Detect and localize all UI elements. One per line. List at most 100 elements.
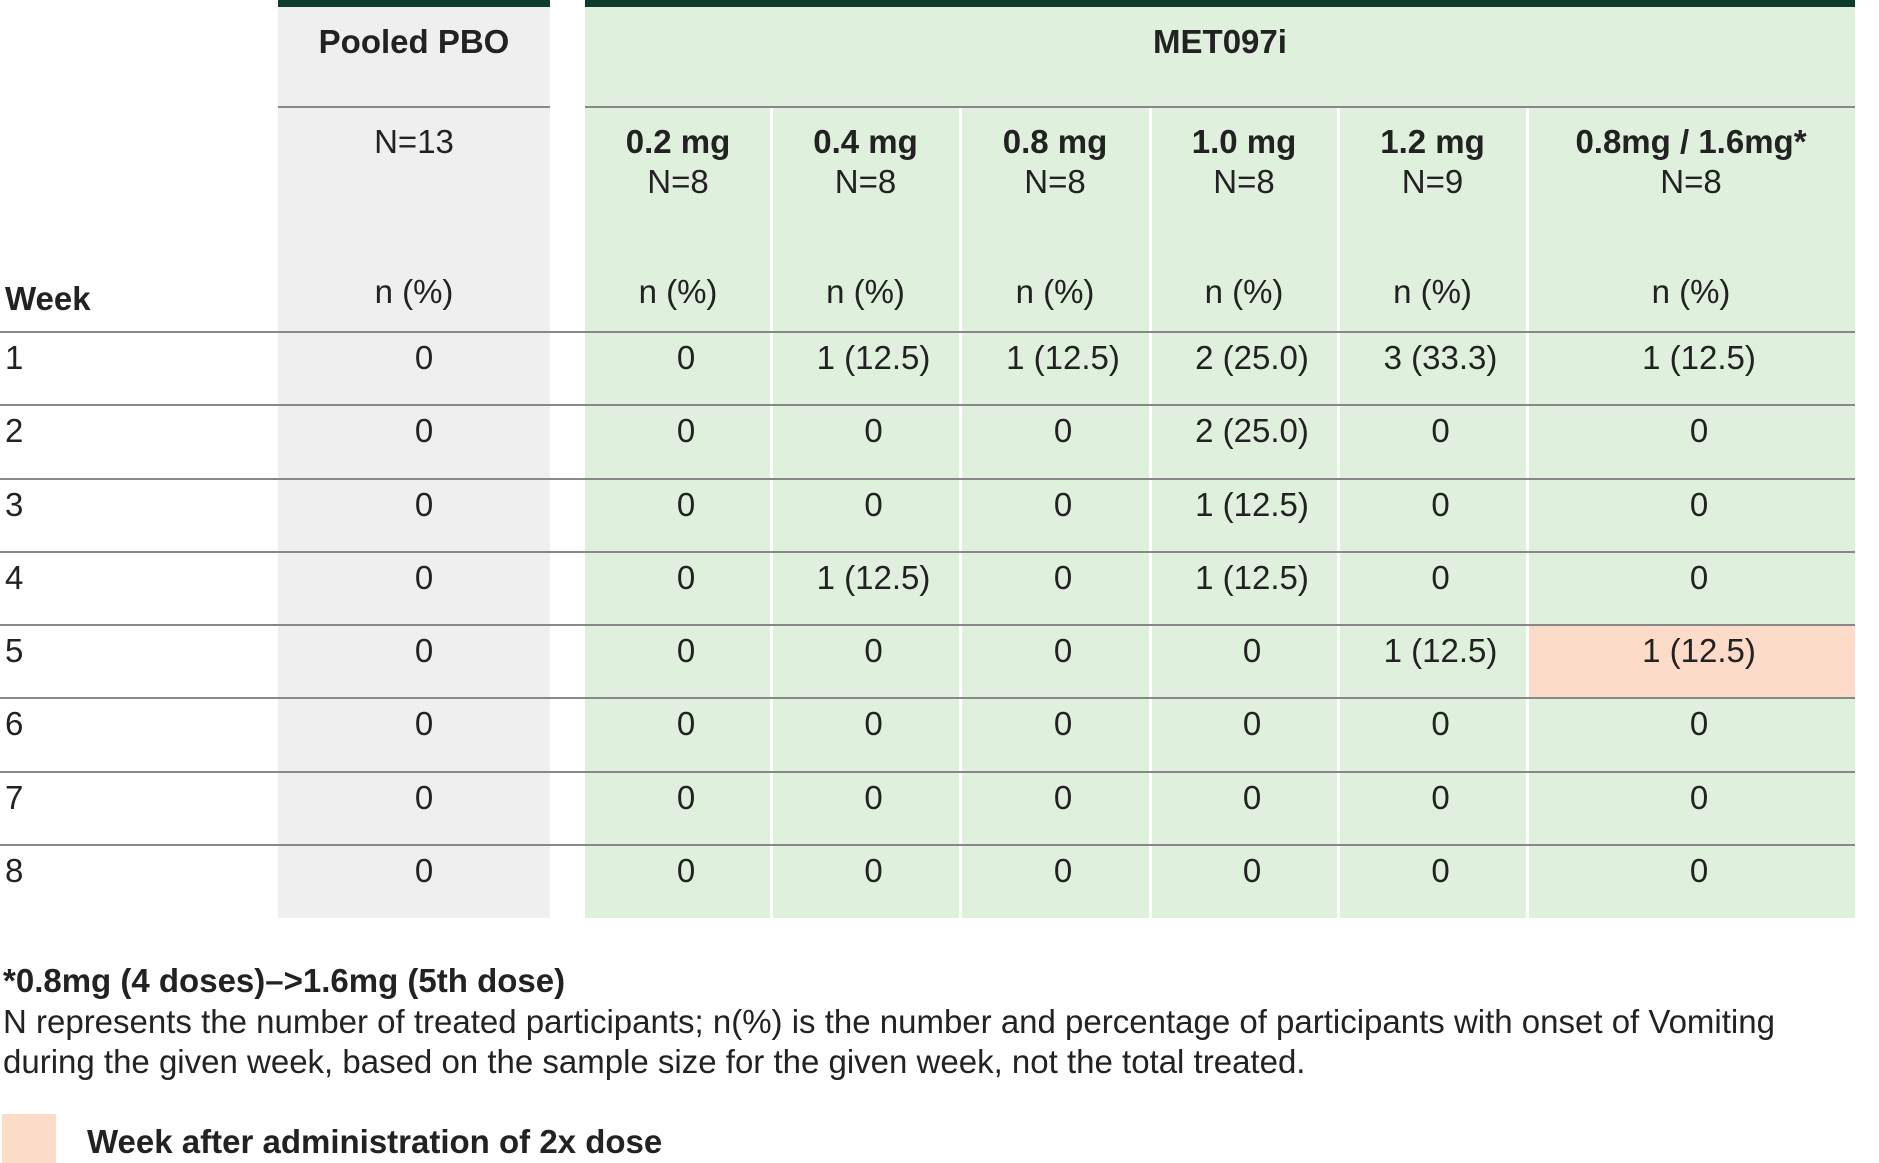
row-rule <box>0 331 1855 333</box>
row-rule <box>0 697 1855 699</box>
row-rule <box>0 404 1855 406</box>
row-rule <box>0 551 1855 553</box>
stat-label: n (%) <box>1651 273 1731 310</box>
week-label: 5 <box>5 632 24 669</box>
cell-value: 0 <box>676 632 696 669</box>
header-rule <box>585 106 1855 108</box>
pooled-top-bar <box>278 0 550 7</box>
stat-label: n (%) <box>1393 273 1472 310</box>
column-separator <box>1526 108 1529 918</box>
week-label: 3 <box>5 486 24 523</box>
cell-value: 0 <box>1431 486 1450 523</box>
week-label: 2 <box>5 412 24 449</box>
cell-value: 0 <box>864 705 883 742</box>
cell-value: 0 <box>1689 486 1709 523</box>
cell-value: 0 <box>414 632 434 669</box>
cell-value: 3 (33.3) <box>1383 339 1498 376</box>
cell-value: 0 <box>1242 779 1262 816</box>
cell-value: 0 <box>1053 632 1073 669</box>
cell-value: 0 <box>1242 705 1262 742</box>
cell-value: 2 (25.0) <box>1195 412 1309 449</box>
cell-value: 0 <box>414 486 434 523</box>
cell-value: 0 <box>676 339 696 376</box>
cell-value: 0 <box>414 559 434 596</box>
cell-value: 0 <box>864 632 883 669</box>
cell-value: 0 <box>1053 705 1073 742</box>
n-label: N=8 <box>834 163 897 200</box>
cell-value: 0 <box>1053 486 1073 523</box>
n-label: N=8 <box>1213 163 1275 200</box>
stat-label: n (%) <box>1015 273 1095 310</box>
header-rule <box>278 106 550 108</box>
cell-value: 0 <box>1689 779 1709 816</box>
row-rule <box>0 844 1855 846</box>
cell-value: 0 <box>864 412 883 449</box>
cell-value: 0 <box>676 412 696 449</box>
column-separator <box>1337 108 1340 918</box>
cell-value: 0 <box>1431 852 1450 889</box>
cell-value: 0 <box>676 705 696 742</box>
week-label: 4 <box>5 559 24 596</box>
cell-value: 0 <box>1689 852 1709 889</box>
row-rule <box>0 771 1855 773</box>
dose-label: 0.2 mg <box>625 123 731 160</box>
cell-value: 1 (12.5) <box>816 339 931 376</box>
cell-value: 0 <box>864 779 883 816</box>
row-rule <box>0 478 1855 480</box>
cell-value: 0 <box>1431 705 1450 742</box>
dose-label: 0.8 mg <box>1002 123 1108 160</box>
cell-value: 1 (12.5) <box>1006 339 1120 376</box>
legend-swatch <box>2 1114 56 1163</box>
stat-label: n (%) <box>1204 273 1284 310</box>
cell-value: 0 <box>676 559 696 596</box>
cell-value: 0 <box>1053 412 1073 449</box>
cell-value: 1 (12.5) <box>1383 632 1498 669</box>
cell-value: 0 <box>414 705 434 742</box>
pooled-bg <box>278 0 550 918</box>
met-top-bar <box>585 0 1855 7</box>
cell-value: 0 <box>414 339 434 376</box>
cell-value: 1 (12.5) <box>1642 339 1756 376</box>
cell-value: 2 (25.0) <box>1195 339 1309 376</box>
cell-value: 0 <box>1431 779 1450 816</box>
footnote-text: during the given week, based on the samp… <box>3 1043 1306 1080</box>
cell-value: 0 <box>1053 559 1073 596</box>
cell-value: 0 <box>1431 559 1450 596</box>
cell-value: 0 <box>414 779 434 816</box>
row-header: Week <box>5 280 91 317</box>
cell-value: 0 <box>1242 632 1262 669</box>
cell-value: 1 (12.5) <box>816 559 931 596</box>
cell-value: 1 (12.5) <box>1195 559 1309 596</box>
met-bg <box>585 0 1855 918</box>
footnote-title: *0.8mg (4 doses)–>1.6mg (5th dose) <box>3 962 566 999</box>
cell-value: 0 <box>1689 412 1709 449</box>
week-label: 7 <box>5 779 24 816</box>
footnote-text: N represents the number of treated parti… <box>3 1003 1775 1040</box>
group-header: Pooled PBO <box>318 23 510 60</box>
cell-value: 0 <box>676 486 696 523</box>
cell-value: 0 <box>414 412 434 449</box>
week-label: 8 <box>5 852 24 889</box>
column-separator <box>959 108 962 918</box>
cell-value: 0 <box>1242 852 1262 889</box>
cell-value: 0 <box>864 852 883 889</box>
row-rule <box>0 624 1855 626</box>
n-label: N=9 <box>1401 163 1464 200</box>
cell-value: 0 <box>676 852 696 889</box>
stat-label: n (%) <box>638 273 718 310</box>
group-header: MET097i <box>1153 23 1287 60</box>
cell-value: 0 <box>864 486 883 523</box>
n-label: N=13 <box>374 123 454 160</box>
cell-value: 1 (12.5) <box>1195 486 1309 523</box>
cell-value: 0 <box>676 779 696 816</box>
dose-label: 1.2 mg <box>1380 123 1485 160</box>
column-separator <box>770 108 773 918</box>
highlight-cell <box>1527 625 1855 697</box>
dose-label: 0.4 mg <box>813 123 918 160</box>
cell-value: 0 <box>414 852 434 889</box>
n-label: N=8 <box>1660 163 1722 200</box>
cell-value: 0 <box>1689 705 1709 742</box>
stat-label: n (%) <box>826 273 905 310</box>
column-separator <box>1149 108 1152 918</box>
